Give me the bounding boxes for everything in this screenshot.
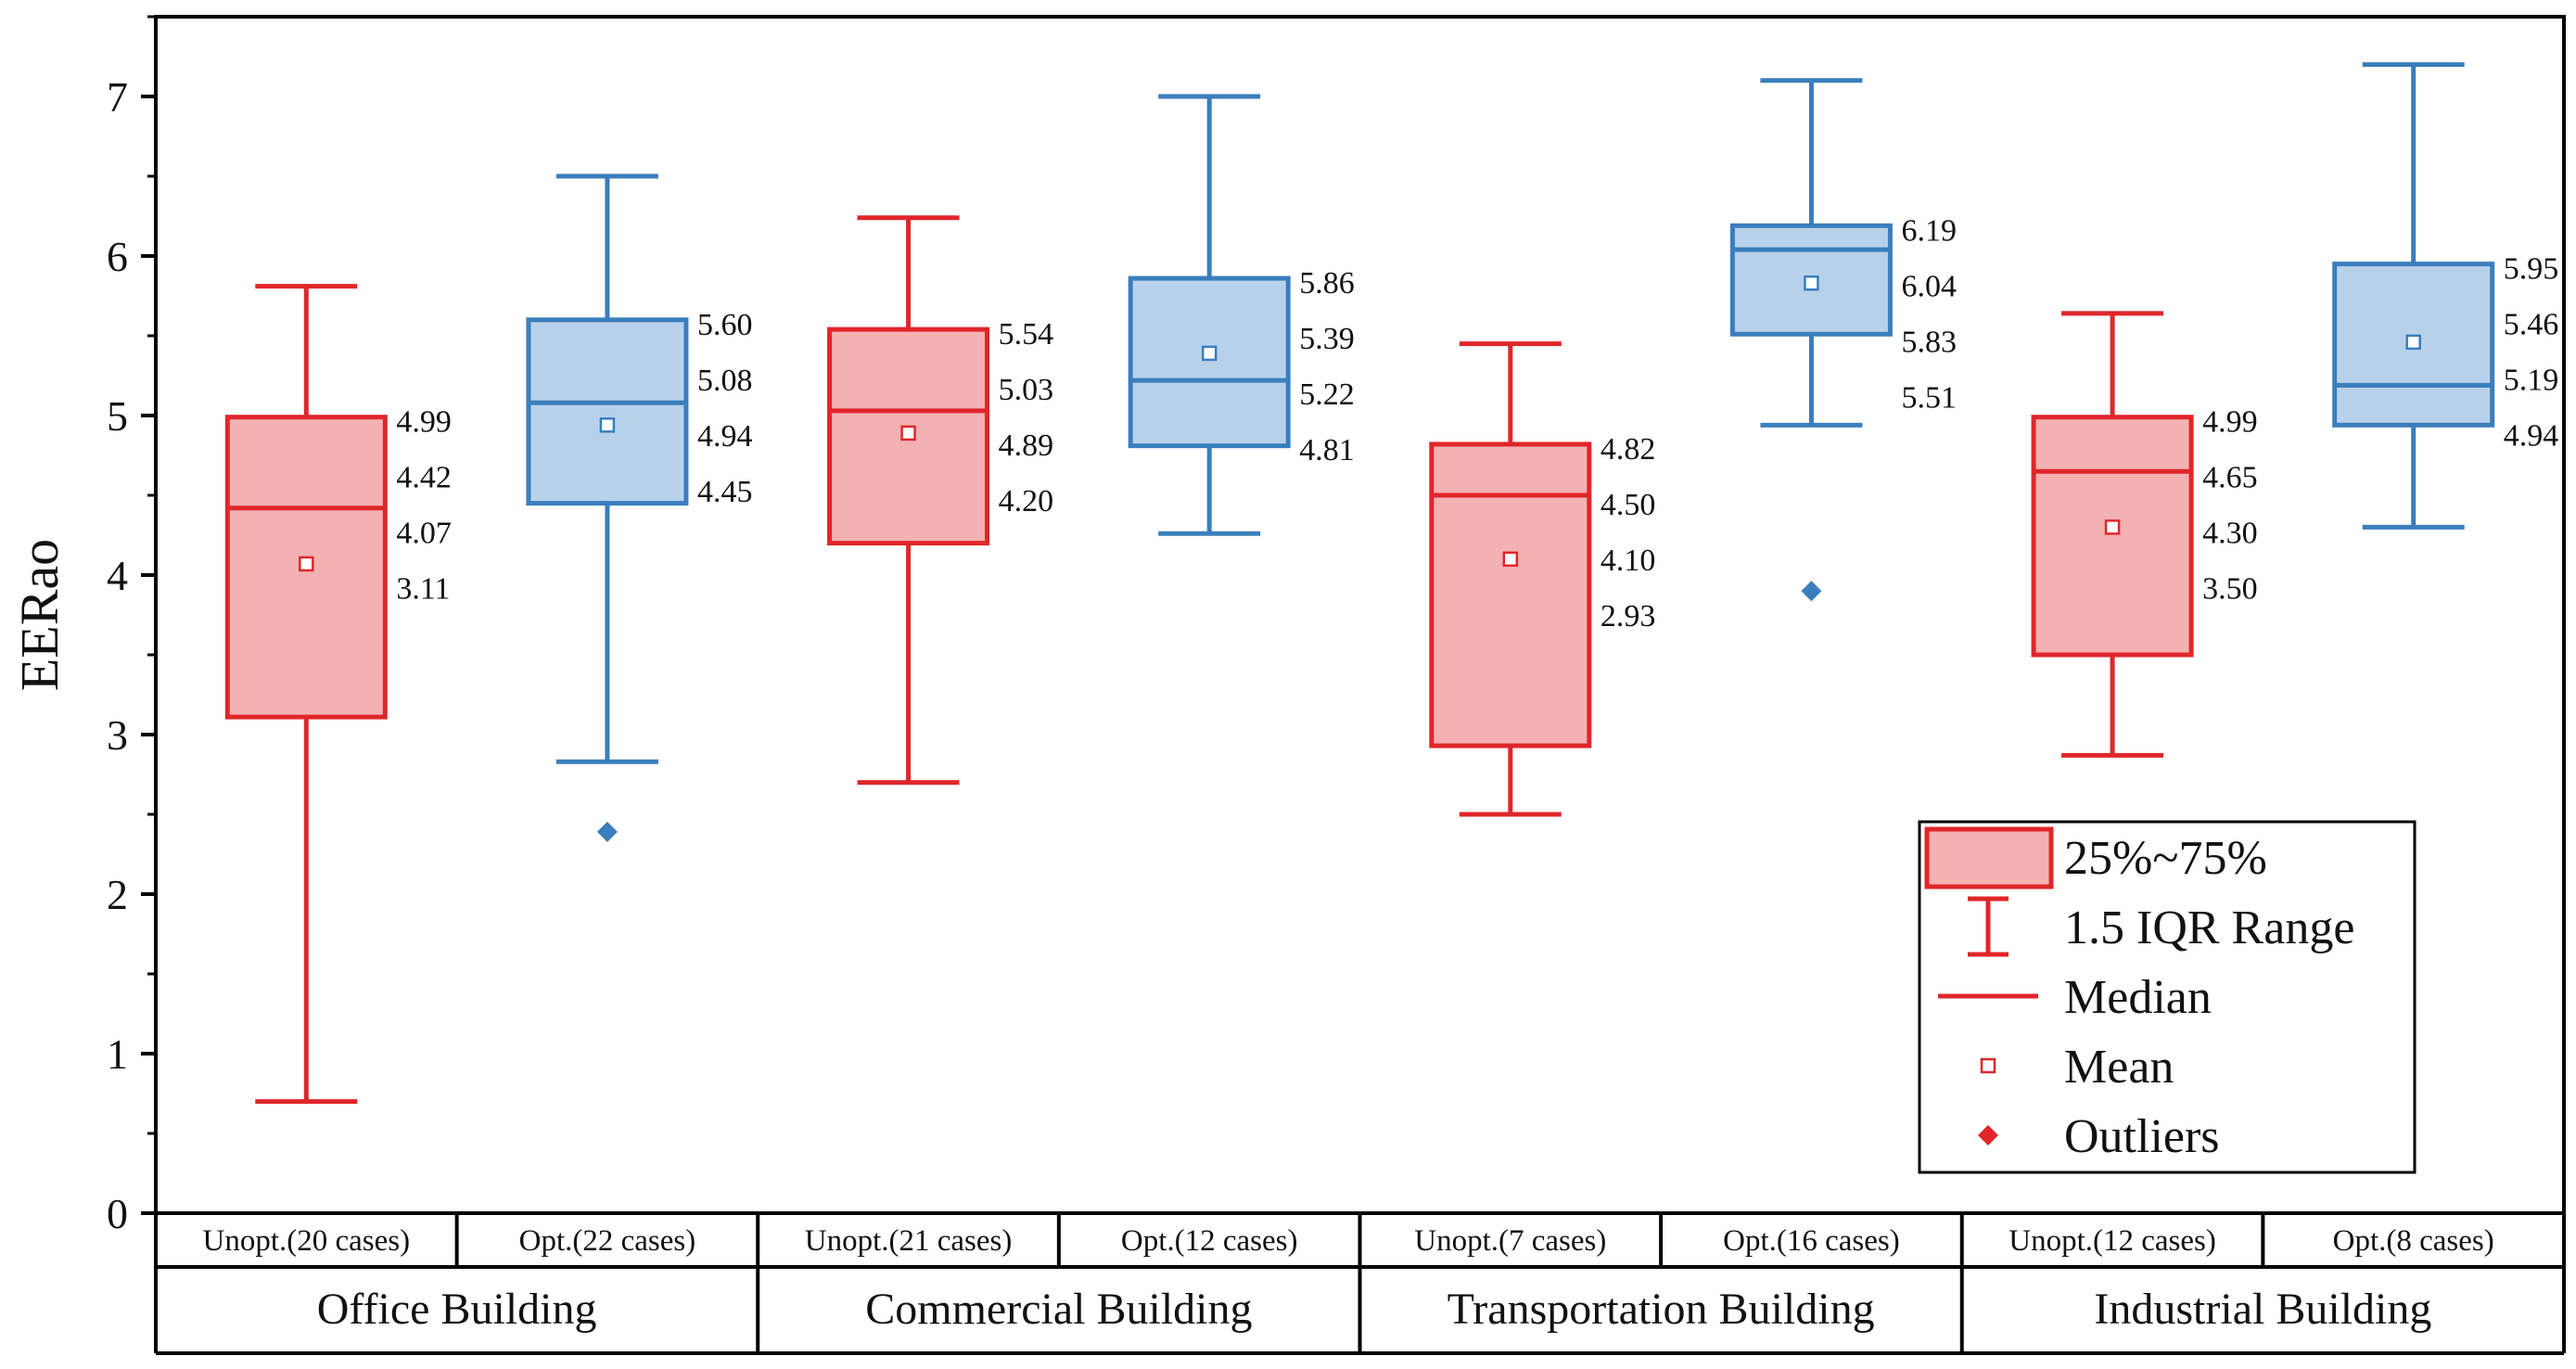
value-label: 2.93 xyxy=(1600,599,1656,633)
value-label: 4.10 xyxy=(1600,544,1656,578)
value-label: 4.65 xyxy=(2202,461,2258,495)
value-label: 5.08 xyxy=(697,364,753,398)
value-label: 5.46 xyxy=(2504,308,2559,342)
y-tick-label: 2 xyxy=(107,871,128,918)
legend-label: Outliers xyxy=(2064,1110,2220,1163)
value-label: 4.30 xyxy=(2202,517,2258,551)
group-label: Transportation Building xyxy=(1447,1285,1875,1334)
box-category-label: Unopt.(20 cases) xyxy=(203,1224,411,1258)
y-tick-label: 5 xyxy=(107,392,128,440)
legend-key-box xyxy=(1924,826,2054,889)
value-label: 5.22 xyxy=(1299,377,1355,412)
mean-marker xyxy=(299,556,314,572)
group-label: Industrial Building xyxy=(2094,1285,2431,1334)
legend-label: Mean xyxy=(2064,1041,2174,1094)
value-label: 4.99 xyxy=(396,405,452,440)
value-label: 5.60 xyxy=(697,308,753,342)
box-category-label: Unopt.(21 cases) xyxy=(805,1224,1013,1258)
value-label: 5.83 xyxy=(1901,325,1957,359)
value-label: 4.99 xyxy=(2202,405,2258,440)
value-label: 5.95 xyxy=(2504,252,2559,287)
mean-marker xyxy=(900,425,916,441)
outlier-point xyxy=(1801,581,1822,602)
legend-label: 1.5 IQR Range xyxy=(2064,902,2354,954)
value-label: 3.50 xyxy=(2202,572,2258,607)
y-tick-label: 7 xyxy=(107,73,128,121)
iqr-box xyxy=(2031,415,2194,658)
value-label: 4.20 xyxy=(999,484,1054,518)
value-label: 5.54 xyxy=(999,317,1054,352)
value-label: 4.89 xyxy=(999,429,1054,463)
box-category-label: Opt.(16 cases) xyxy=(1723,1224,1900,1258)
legend-label: 25%~75% xyxy=(2064,832,2267,885)
value-label: 5.86 xyxy=(1299,266,1355,301)
y-tick-label: 4 xyxy=(107,552,128,599)
value-label: 5.51 xyxy=(1901,380,1957,415)
value-label: 4.07 xyxy=(396,517,452,551)
mean-marker xyxy=(2104,519,2121,535)
value-label: 6.19 xyxy=(1901,213,1957,248)
y-tick-label: 1 xyxy=(107,1030,128,1078)
box-category-label: Unopt.(12 cases) xyxy=(2009,1224,2216,1258)
box-category-label: Opt.(8 cases) xyxy=(2333,1224,2494,1258)
y-tick-label: 6 xyxy=(107,233,128,280)
y-axis-label: EERao xyxy=(9,539,70,691)
value-label: 5.19 xyxy=(2504,364,2559,398)
mean-marker xyxy=(599,417,616,433)
value-label: 5.39 xyxy=(1299,322,1355,356)
value-label: 4.50 xyxy=(1600,488,1656,522)
box-category-label: Opt.(22 cases) xyxy=(519,1224,696,1258)
value-label: 4.94 xyxy=(697,419,753,454)
value-label: 4.94 xyxy=(2504,419,2559,454)
value-label: 3.11 xyxy=(396,572,450,607)
mean-marker xyxy=(2405,334,2421,351)
value-label: 5.03 xyxy=(999,373,1054,407)
value-label: 4.82 xyxy=(1600,432,1656,467)
iqr-box xyxy=(1128,275,1291,449)
outlier-point xyxy=(596,821,618,842)
box-category-label: Opt.(12 cases) xyxy=(1121,1224,1298,1258)
y-tick-label: 3 xyxy=(107,711,128,759)
mean-marker xyxy=(1502,551,1519,568)
legend-key-mean xyxy=(1980,1057,1996,1074)
value-label: 6.04 xyxy=(1901,269,1957,303)
mean-marker xyxy=(1804,275,1819,291)
value-label: 4.45 xyxy=(697,475,753,509)
y-tick-label: 0 xyxy=(107,1190,128,1237)
group-label: Commercial Building xyxy=(865,1285,1252,1334)
legend-label: Median xyxy=(2064,971,2212,1024)
value-label: 4.42 xyxy=(396,461,452,495)
value-label: 4.81 xyxy=(1299,433,1355,467)
legend-key-outlier xyxy=(1978,1125,1998,1145)
mean-marker xyxy=(1201,345,1218,362)
iqr-box xyxy=(526,317,689,506)
box-category-label: Unopt.(7 cases) xyxy=(1414,1224,1606,1258)
iqr-box xyxy=(1429,441,1592,748)
group-label: Office Building xyxy=(317,1285,597,1334)
